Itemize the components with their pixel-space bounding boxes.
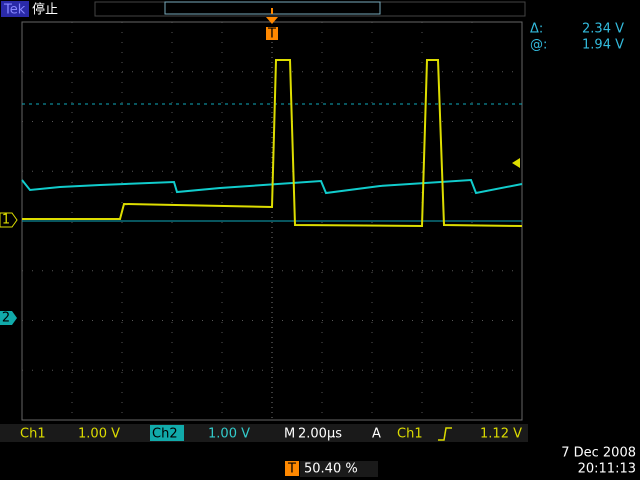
brand-box [1,1,29,17]
date: 7 Dec 2008 [561,446,636,461]
trigger-position-box [300,461,378,477]
delta-value: 2.34 V [582,22,624,37]
at-label: @: [530,38,547,53]
trigger-mode: A [372,427,381,442]
trigger-source: Ch1 [397,427,423,442]
status-bar [0,424,528,442]
trigger-pointer [266,17,278,24]
trigger-marker-label: T [267,27,276,42]
ch1-scale: 1.00 V [78,427,120,442]
ch1-marker-label: 1 [2,213,10,228]
ch2-marker [0,311,17,325]
trigger-level-arrow [512,158,520,168]
ch1-trace [22,59,523,228]
ch2-marker-label: 2 [2,311,10,326]
trigger-slope-icon [438,427,452,441]
timebase-label: M [284,427,295,442]
ch2-scale: 1.00 V [208,427,250,442]
trigger-position-icon-label: T [287,462,296,477]
at-value: 1.94 V [582,38,624,53]
ch2-label: Ch2 [152,427,178,442]
time: 20:11:13 [578,462,636,477]
brand: Tek [3,3,26,18]
ch2-label-box [150,425,184,441]
ch1-label: Ch1 [20,427,46,442]
timebase: 2.00µs [298,427,342,442]
ch1-marker [0,212,18,228]
trigger-level: 1.12 V [480,427,522,442]
trigger-position-icon [285,461,299,476]
ch2-trace [21,178,523,195]
trigger-marker [266,27,278,40]
run-status: 停止 [32,2,58,18]
delta-label: Δ: [530,22,543,37]
trigger-position: 50.40 % [304,462,358,477]
